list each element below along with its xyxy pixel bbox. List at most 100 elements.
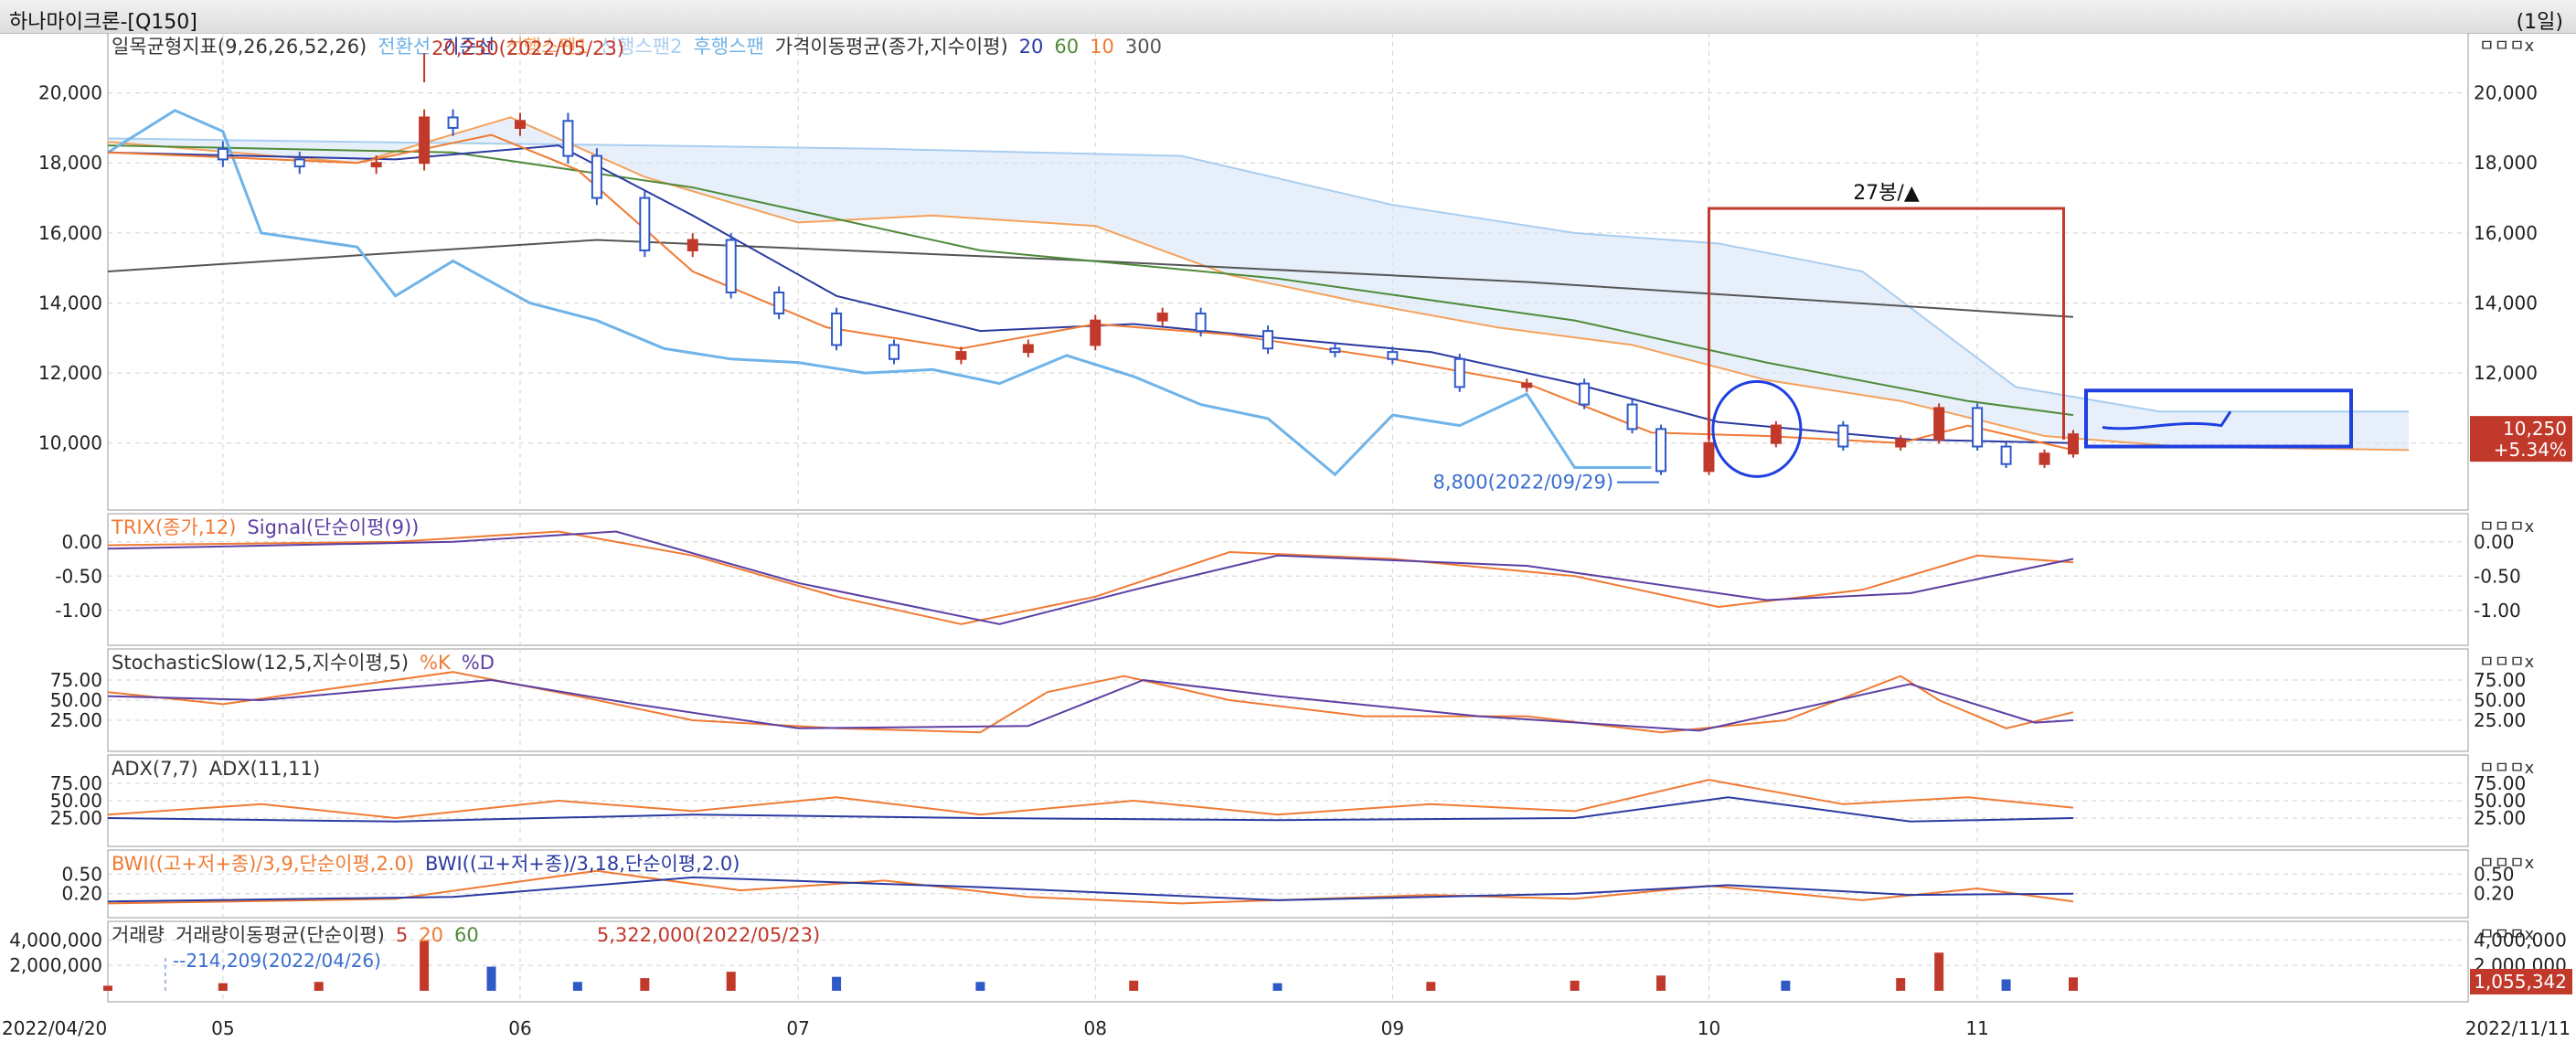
volume-bar [640, 978, 650, 991]
volume-bar [103, 985, 112, 991]
y-tick-left: 75.00 [50, 669, 102, 691]
y-tick-left: 12,000 [38, 362, 102, 384]
x-tick-label: 10 [1698, 1017, 1720, 1039]
volume-bar [726, 972, 736, 991]
bwi9-line [107, 869, 2074, 905]
legend-item: 거래량이동평균(단순이평) [176, 924, 385, 946]
legend-item: BWI((고+저+종)/3,9,단순이평,2.0) [112, 853, 414, 875]
legend-item: ADX(11,11) [209, 758, 320, 780]
y-tick-right: -0.50 [2474, 565, 2521, 587]
lagging-span-line [107, 109, 1652, 477]
panel-1-buttons: ㅁㅁㅁx [2479, 517, 2535, 537]
volume-bar [1570, 980, 1580, 991]
candle-body [889, 344, 899, 360]
candle-body [1262, 330, 1274, 350]
candle-body [1195, 312, 1207, 333]
y-tick-left: 10,000 [38, 432, 102, 454]
low-label: 8,800(2022/09/29) [1432, 472, 1613, 494]
period-label[interactable]: (1일) [2516, 11, 2563, 34]
y-tick-left: -1.00 [55, 600, 102, 622]
x-tick-label: 11 [1965, 1017, 1988, 1039]
candle-body [1090, 319, 1102, 346]
legend-item: 후행스팬 [693, 36, 763, 58]
y-tick-right: 0.50 [2474, 863, 2515, 885]
x-tick-label: 06 [508, 1017, 531, 1039]
candle-body [514, 120, 526, 129]
y-tick-right: 0.20 [2474, 883, 2515, 905]
y-tick-left: 2,000,000 [9, 954, 102, 976]
y-tick-left: 25.00 [50, 709, 102, 731]
current-price: 10,250 [2503, 418, 2567, 440]
highlight-circle [1711, 379, 1803, 478]
volume-bar [2001, 979, 2011, 991]
volume-bar [832, 976, 842, 991]
legend-item: 20 [419, 924, 443, 946]
legend-item: StochasticSlow(12,5,지수이평,5) [112, 652, 409, 674]
y-tick-left: 4,000,000 [9, 929, 102, 951]
volume-bar [572, 982, 582, 991]
candle-body [1655, 428, 1667, 473]
ma60-line [107, 144, 2074, 417]
x-tick-label: 05 [211, 1017, 234, 1039]
legend-item: 선행스팬2 [600, 36, 683, 58]
candle-body [2038, 452, 2050, 465]
x-tick-label: 07 [786, 1017, 809, 1039]
y-tick-right: 50.00 [2474, 790, 2526, 812]
stock-chart[interactable]: ㅁㅁㅁx ㅁㅁㅁx ㅁㅁㅁx ㅁㅁㅁx ㅁㅁㅁx ㅁㅁㅁx 2022/04/20 05 06 07… [0, 33, 2576, 1042]
y-tick-left: 50.00 [50, 790, 102, 812]
volume-bar [975, 982, 985, 991]
legend-item: Signal(단순이평(9)) [247, 516, 419, 538]
volume-bar [1781, 980, 1791, 991]
y-tick-right: 75.00 [2474, 669, 2526, 691]
ma20-line [107, 144, 2074, 444]
legend-item: 선행스팬1 [506, 36, 589, 58]
y-tick-left: 0.00 [61, 531, 102, 553]
x-tick-label: 2022/11/11 [2465, 1017, 2571, 1039]
ma10-line [107, 133, 2074, 452]
senkou-span2-line [107, 137, 2410, 413]
y-tick-left: 16,000 [38, 222, 102, 244]
candle-body [725, 239, 737, 293]
y-tick-left: 18,000 [38, 152, 102, 174]
legend-item: %D [462, 652, 495, 674]
volume-bar [1934, 952, 1944, 991]
candle-body [2068, 433, 2079, 455]
legend-item: 거래량 [112, 924, 165, 946]
candle-body [1329, 347, 1341, 354]
legend-item: BWI((고+저+종)/3,18,단순이평,2.0) [425, 853, 740, 875]
bar-count-bracket [1707, 207, 2066, 440]
candle-body [1156, 312, 1168, 322]
window-title: 하나마이크론-[Q150] [9, 11, 197, 34]
candle-body [1022, 344, 1034, 354]
y-tick-right: 18,000 [2474, 152, 2538, 174]
candle-body [1579, 382, 1591, 406]
legend-item: 300 [1125, 36, 1162, 58]
candle-body [831, 312, 843, 346]
y-tick-left: 50.00 [50, 689, 102, 711]
y-tick-right: 0.00 [2474, 531, 2515, 553]
y-tick-right: 4,000,000 [2474, 929, 2567, 951]
panel-4-buttons: ㅁㅁㅁx [2479, 854, 2535, 873]
candle-body [217, 147, 229, 161]
legend-item: 60 [1054, 36, 1079, 58]
volume-bar [1896, 978, 1906, 991]
volume-bar [1272, 983, 1283, 991]
x-tick-label: 09 [1381, 1017, 1404, 1039]
ichimoku-cloud [108, 117, 2410, 451]
trix-line [107, 530, 2074, 625]
legend-item: 기준선 [442, 36, 495, 58]
legend-item: 가격이동평균(종가,지수이평) [775, 36, 1008, 58]
legend-item: 20 [1019, 36, 1044, 58]
signal-line [107, 530, 2074, 625]
candle-body [639, 197, 651, 252]
legend-item: 전환선 [378, 36, 431, 58]
x-tick-label: 2022/04/20 [2, 1017, 107, 1039]
y-tick-right: 25.00 [2474, 709, 2526, 731]
candle-body [370, 162, 382, 168]
bar-count-label: 27봉/▲ [1853, 182, 1920, 205]
candle-body [773, 291, 785, 314]
legend-item: 5 [396, 924, 408, 946]
volume-bar [1656, 975, 1666, 991]
candle-body [1521, 382, 1533, 388]
candle-body [955, 351, 967, 360]
